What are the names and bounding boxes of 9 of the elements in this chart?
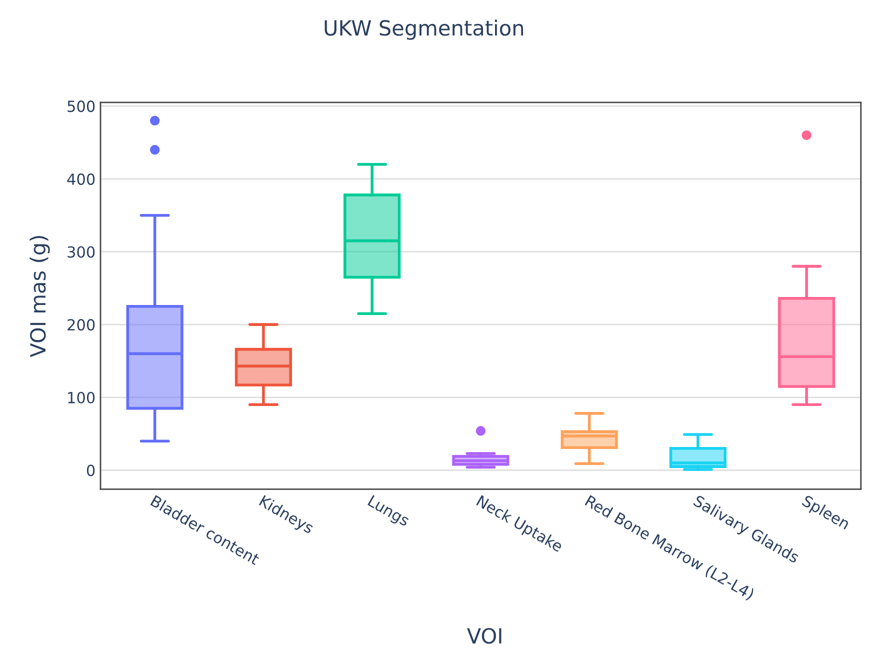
y-tick-label: 0 <box>86 464 95 476</box>
y-tick-label: 500 <box>68 100 95 112</box>
chart-title: UKW Segmentation <box>324 20 524 40</box>
y-axis-title: VOI mas (g) <box>30 236 50 358</box>
y-tick-label: 100 <box>68 392 95 404</box>
x-axis-title: VOI <box>467 628 502 644</box>
y-tick-label: 200 <box>68 319 95 331</box>
y-tick-label: 300 <box>68 246 95 258</box>
y-tick-label: 400 <box>67 173 95 185</box>
